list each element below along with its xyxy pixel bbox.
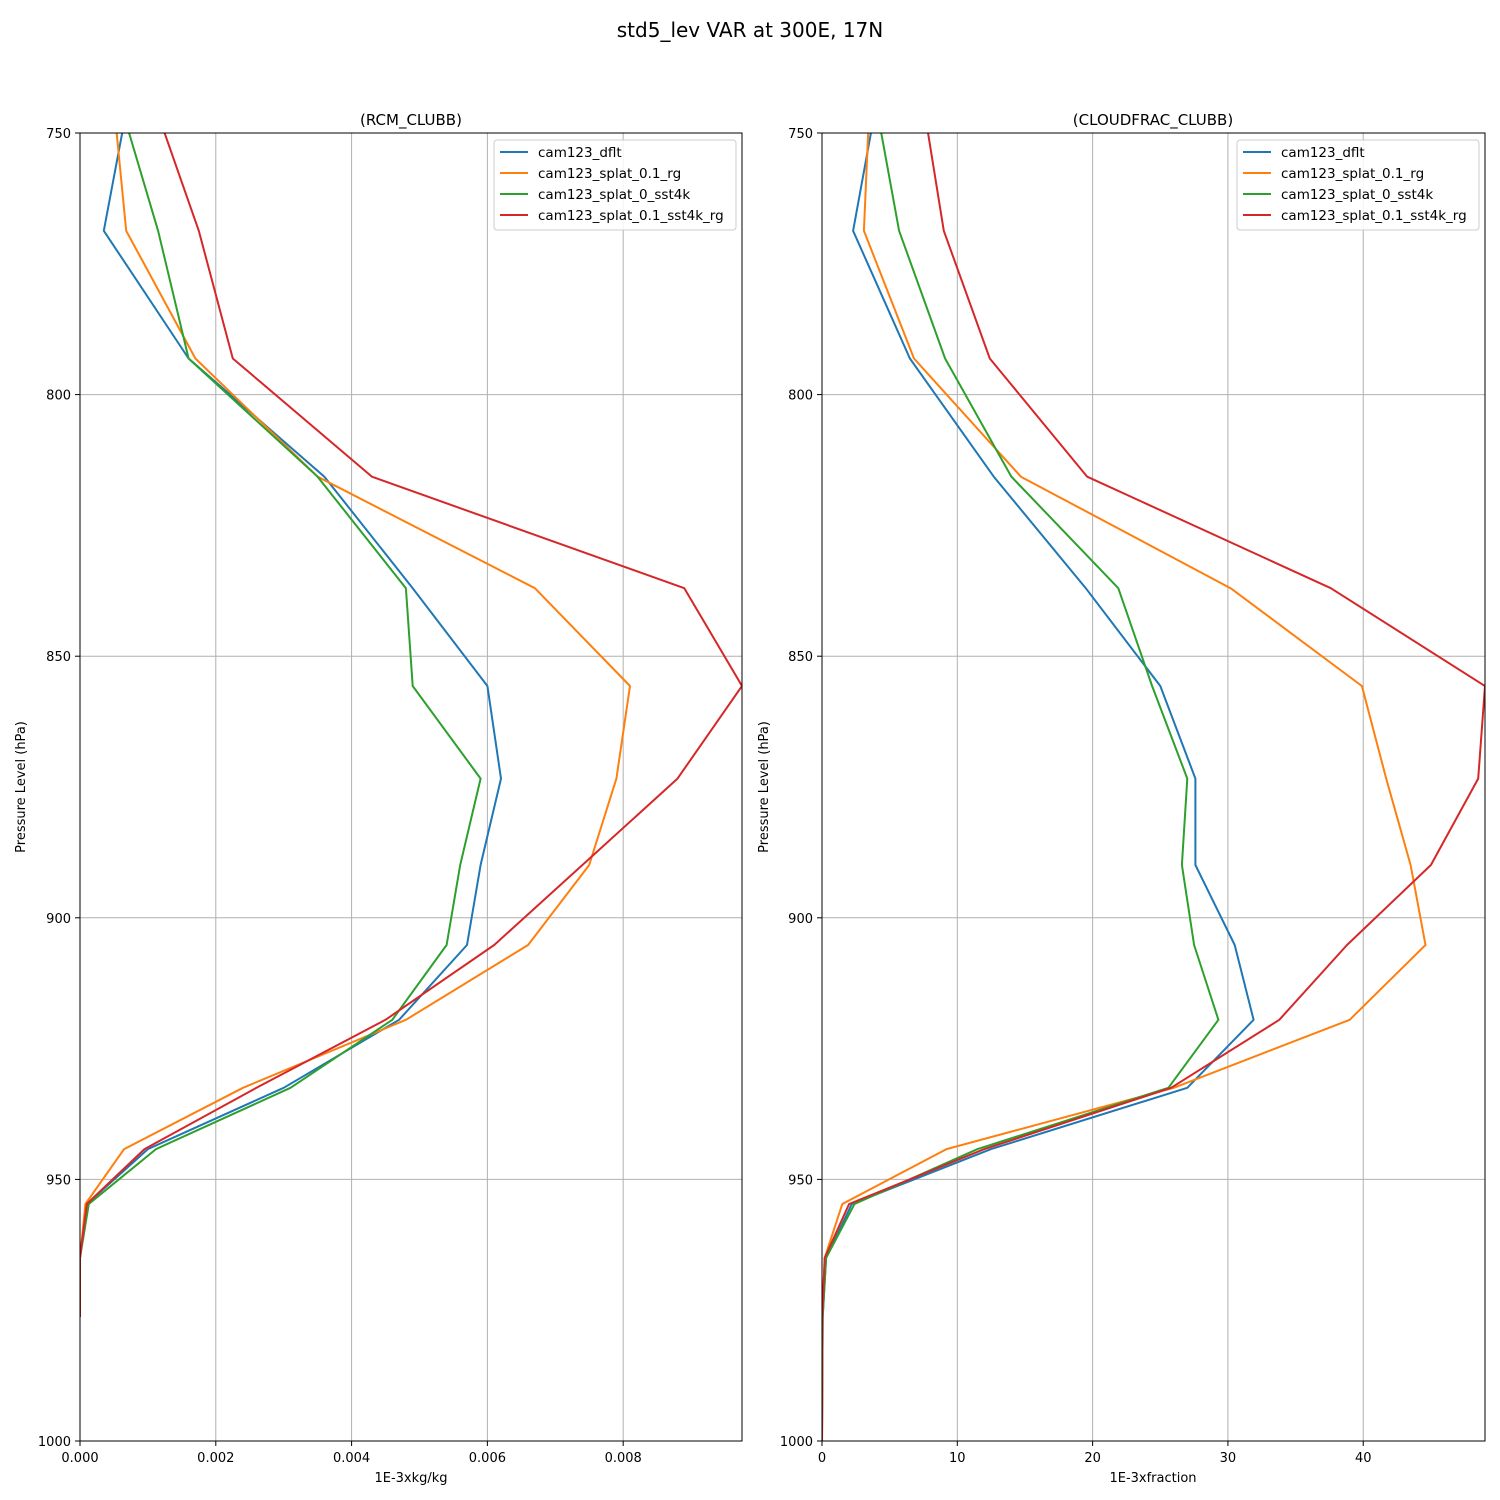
series-line-cam123-splat-0-sst4k <box>80 133 482 1317</box>
y-tick-label: 850 <box>788 650 813 665</box>
y-tick-label: 900 <box>788 912 813 927</box>
series-line-cam123-dflt <box>822 133 1255 1441</box>
y-axis-label-rcm-clubb: Pressure Level (hPa) <box>14 721 29 853</box>
series-line-cam123-splat-0-1-sst4k-rg <box>822 133 1485 1441</box>
panel-title-cloudfrac-clubb: (CLOUDFRAC_CLUBB) <box>1073 111 1233 130</box>
x-axis-label-cloudfrac-clubb: 1E-3xfraction <box>1109 1471 1196 1486</box>
legend-entry: cam123_splat_0_sst4k <box>538 187 690 203</box>
y-axis-label-cloudfrac-clubb: Pressure Level (hPa) <box>757 721 772 853</box>
figure-suptitle: std5_lev VAR at 300E, 17N <box>617 18 883 42</box>
y-tick-label: 1000 <box>38 1435 71 1450</box>
series-line-cam123-splat-0-1-sst4k-rg <box>80 133 742 1317</box>
y-tick-label: 950 <box>788 1173 813 1188</box>
x-axis-label-rcm-clubb: 1E-3xkg/kg <box>374 1471 447 1486</box>
axes-frame-rcm-clubb <box>79 132 743 1442</box>
series-line-cam123-splat-0-1-rg <box>80 133 631 1317</box>
y-tick-label: 800 <box>788 389 813 404</box>
x-tick-label: 20 <box>1084 1451 1101 1466</box>
series-line-cam123-splat-0-1-rg <box>822 133 1427 1441</box>
legend-entry: cam123_splat_0.1_sst4k_rg <box>1281 208 1467 224</box>
legend-entry: cam123_splat_0.1_sst4k_rg <box>538 208 724 224</box>
axes-frame-cloudfrac-clubb <box>821 132 1486 1442</box>
legend-entry: cam123_dflt <box>538 145 622 161</box>
x-tick-label: 0 <box>818 1451 826 1466</box>
panel-title-rcm-clubb: (RCM_CLUBB) <box>360 111 462 130</box>
x-tick-label: 0.002 <box>197 1451 234 1466</box>
y-tick-label: 750 <box>46 127 71 142</box>
x-tick-label: 30 <box>1220 1451 1237 1466</box>
y-tick-label: 900 <box>46 912 71 927</box>
x-tick-label: 40 <box>1355 1451 1372 1466</box>
x-tick-label: 0.004 <box>333 1451 370 1466</box>
legend-box <box>493 139 737 231</box>
legend-box <box>1236 139 1480 231</box>
y-tick-label: 950 <box>46 1173 71 1188</box>
x-tick-label: 10 <box>949 1451 966 1466</box>
y-tick-label: 750 <box>788 127 813 142</box>
legend-entry: cam123_dflt <box>1281 145 1365 161</box>
series-line-cam123-splat-0-sst4k <box>822 133 1220 1441</box>
x-tick-label: 0.000 <box>61 1451 98 1466</box>
x-tick-label: 0.008 <box>605 1451 642 1466</box>
y-tick-label: 1000 <box>780 1435 813 1450</box>
legend-entry: cam123_splat_0.1_rg <box>1281 166 1424 182</box>
panel-cloudfrac-clubb: (CLOUDFRAC_CLUBB) 1E-3xfraction Pressure… <box>757 111 1486 1486</box>
x-tick-label: 0.006 <box>469 1451 506 1466</box>
y-tick-label: 850 <box>46 650 71 665</box>
legend-cloudfrac-clubb: cam123_dflt cam123_splat_0.1_rg cam123_spl… <box>1236 139 1480 231</box>
legend-entry: cam123_splat_0_sst4k <box>1281 187 1433 203</box>
y-tick-label: 800 <box>46 389 71 404</box>
legend-rcm-clubb: cam123_dflt cam123_splat_0.1_rg cam123_spl… <box>493 139 737 231</box>
panel-rcm-clubb: (RCM_CLUBB) 1E-3xkg/kg Pressure Level (h… <box>14 111 743 1486</box>
legend-entry: cam123_splat_0.1_rg <box>538 166 681 182</box>
